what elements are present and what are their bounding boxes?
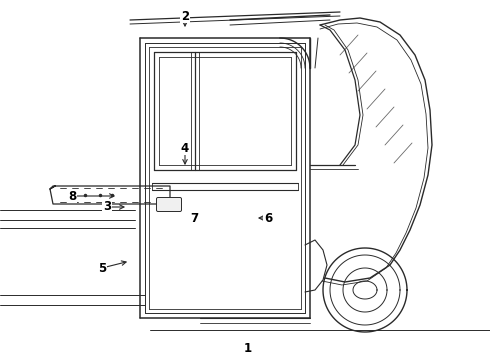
- Text: 4: 4: [181, 141, 189, 154]
- Text: 1: 1: [244, 342, 252, 355]
- Text: 6: 6: [264, 211, 272, 225]
- Text: 5: 5: [98, 261, 106, 274]
- Text: 8: 8: [68, 189, 76, 202]
- Text: 7: 7: [190, 211, 198, 225]
- Text: 2: 2: [181, 9, 189, 22]
- Text: 3: 3: [103, 201, 111, 213]
- FancyBboxPatch shape: [156, 198, 181, 211]
